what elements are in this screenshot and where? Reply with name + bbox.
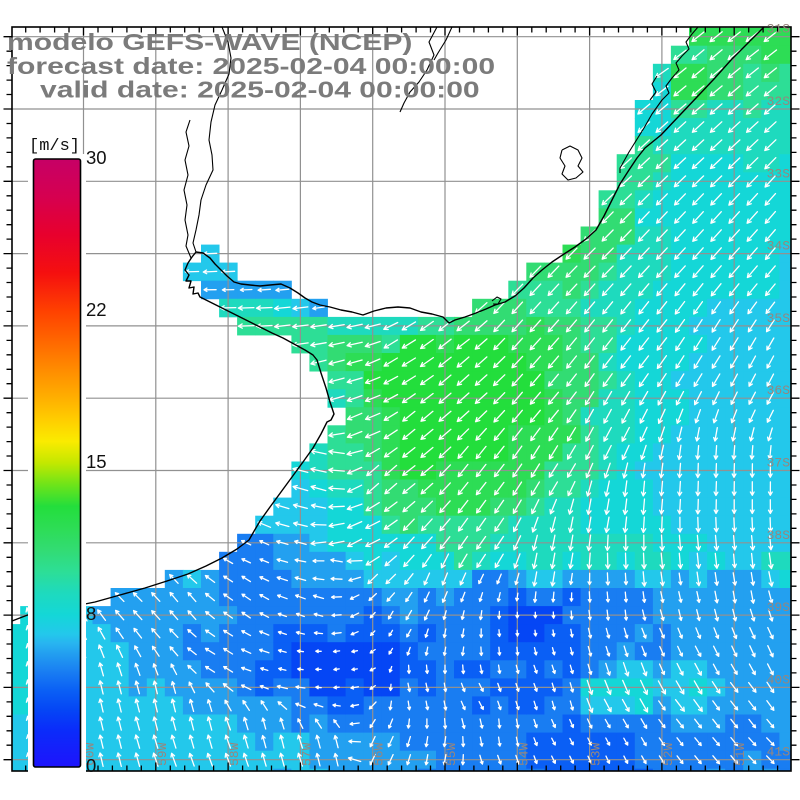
svg-text:53W: 53W	[589, 742, 604, 766]
svg-text:41S: 41S	[767, 745, 791, 760]
svg-text:35S: 35S	[767, 311, 791, 326]
svg-text:0: 0	[86, 755, 96, 776]
svg-text:22: 22	[86, 299, 107, 320]
svg-text:8: 8	[86, 603, 96, 624]
svg-text:55W: 55W	[444, 742, 459, 766]
svg-text:30: 30	[86, 147, 107, 168]
svg-text:52W: 52W	[661, 742, 676, 766]
svg-text:39S: 39S	[767, 600, 791, 615]
svg-text:33S: 33S	[767, 166, 791, 181]
svg-text:32S: 32S	[767, 94, 791, 109]
svg-text:[m/s]: [m/s]	[29, 137, 80, 156]
svg-text:31S: 31S	[767, 22, 791, 37]
svg-text:40S: 40S	[767, 672, 791, 687]
svg-text:36S: 36S	[767, 383, 791, 398]
svg-text:forecast date: 2025-02-04 00:0: forecast date: 2025-02-04 00:00:00	[7, 53, 495, 79]
svg-text:34S: 34S	[767, 239, 791, 254]
svg-text:valid date: 2025-02-04 00:00:0: valid date: 2025-02-04 00:00:00	[40, 77, 480, 103]
svg-text:59W: 59W	[155, 742, 170, 766]
svg-text:58W: 58W	[227, 742, 242, 766]
svg-text:56W: 56W	[372, 742, 387, 766]
svg-text:51W: 51W	[733, 742, 748, 766]
svg-text:15: 15	[86, 451, 107, 472]
svg-text:38S: 38S	[767, 528, 791, 543]
svg-text:57W: 57W	[299, 742, 314, 766]
svg-text:37S: 37S	[767, 456, 791, 471]
svg-text:modelo GEFS-WAVE (NCEP): modelo GEFS-WAVE (NCEP)	[7, 29, 412, 55]
svg-text:54W: 54W	[516, 742, 531, 766]
